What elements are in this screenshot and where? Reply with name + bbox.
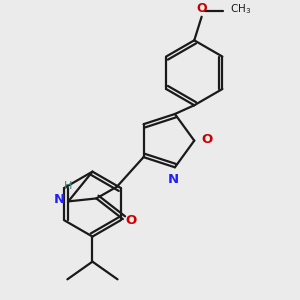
Text: CH$_3$: CH$_3$ [230, 2, 251, 16]
Text: O: O [202, 133, 213, 146]
Text: H: H [64, 181, 73, 191]
Text: N: N [168, 173, 179, 186]
Text: N: N [54, 193, 65, 206]
Text: O: O [196, 2, 207, 15]
Text: O: O [126, 214, 137, 227]
